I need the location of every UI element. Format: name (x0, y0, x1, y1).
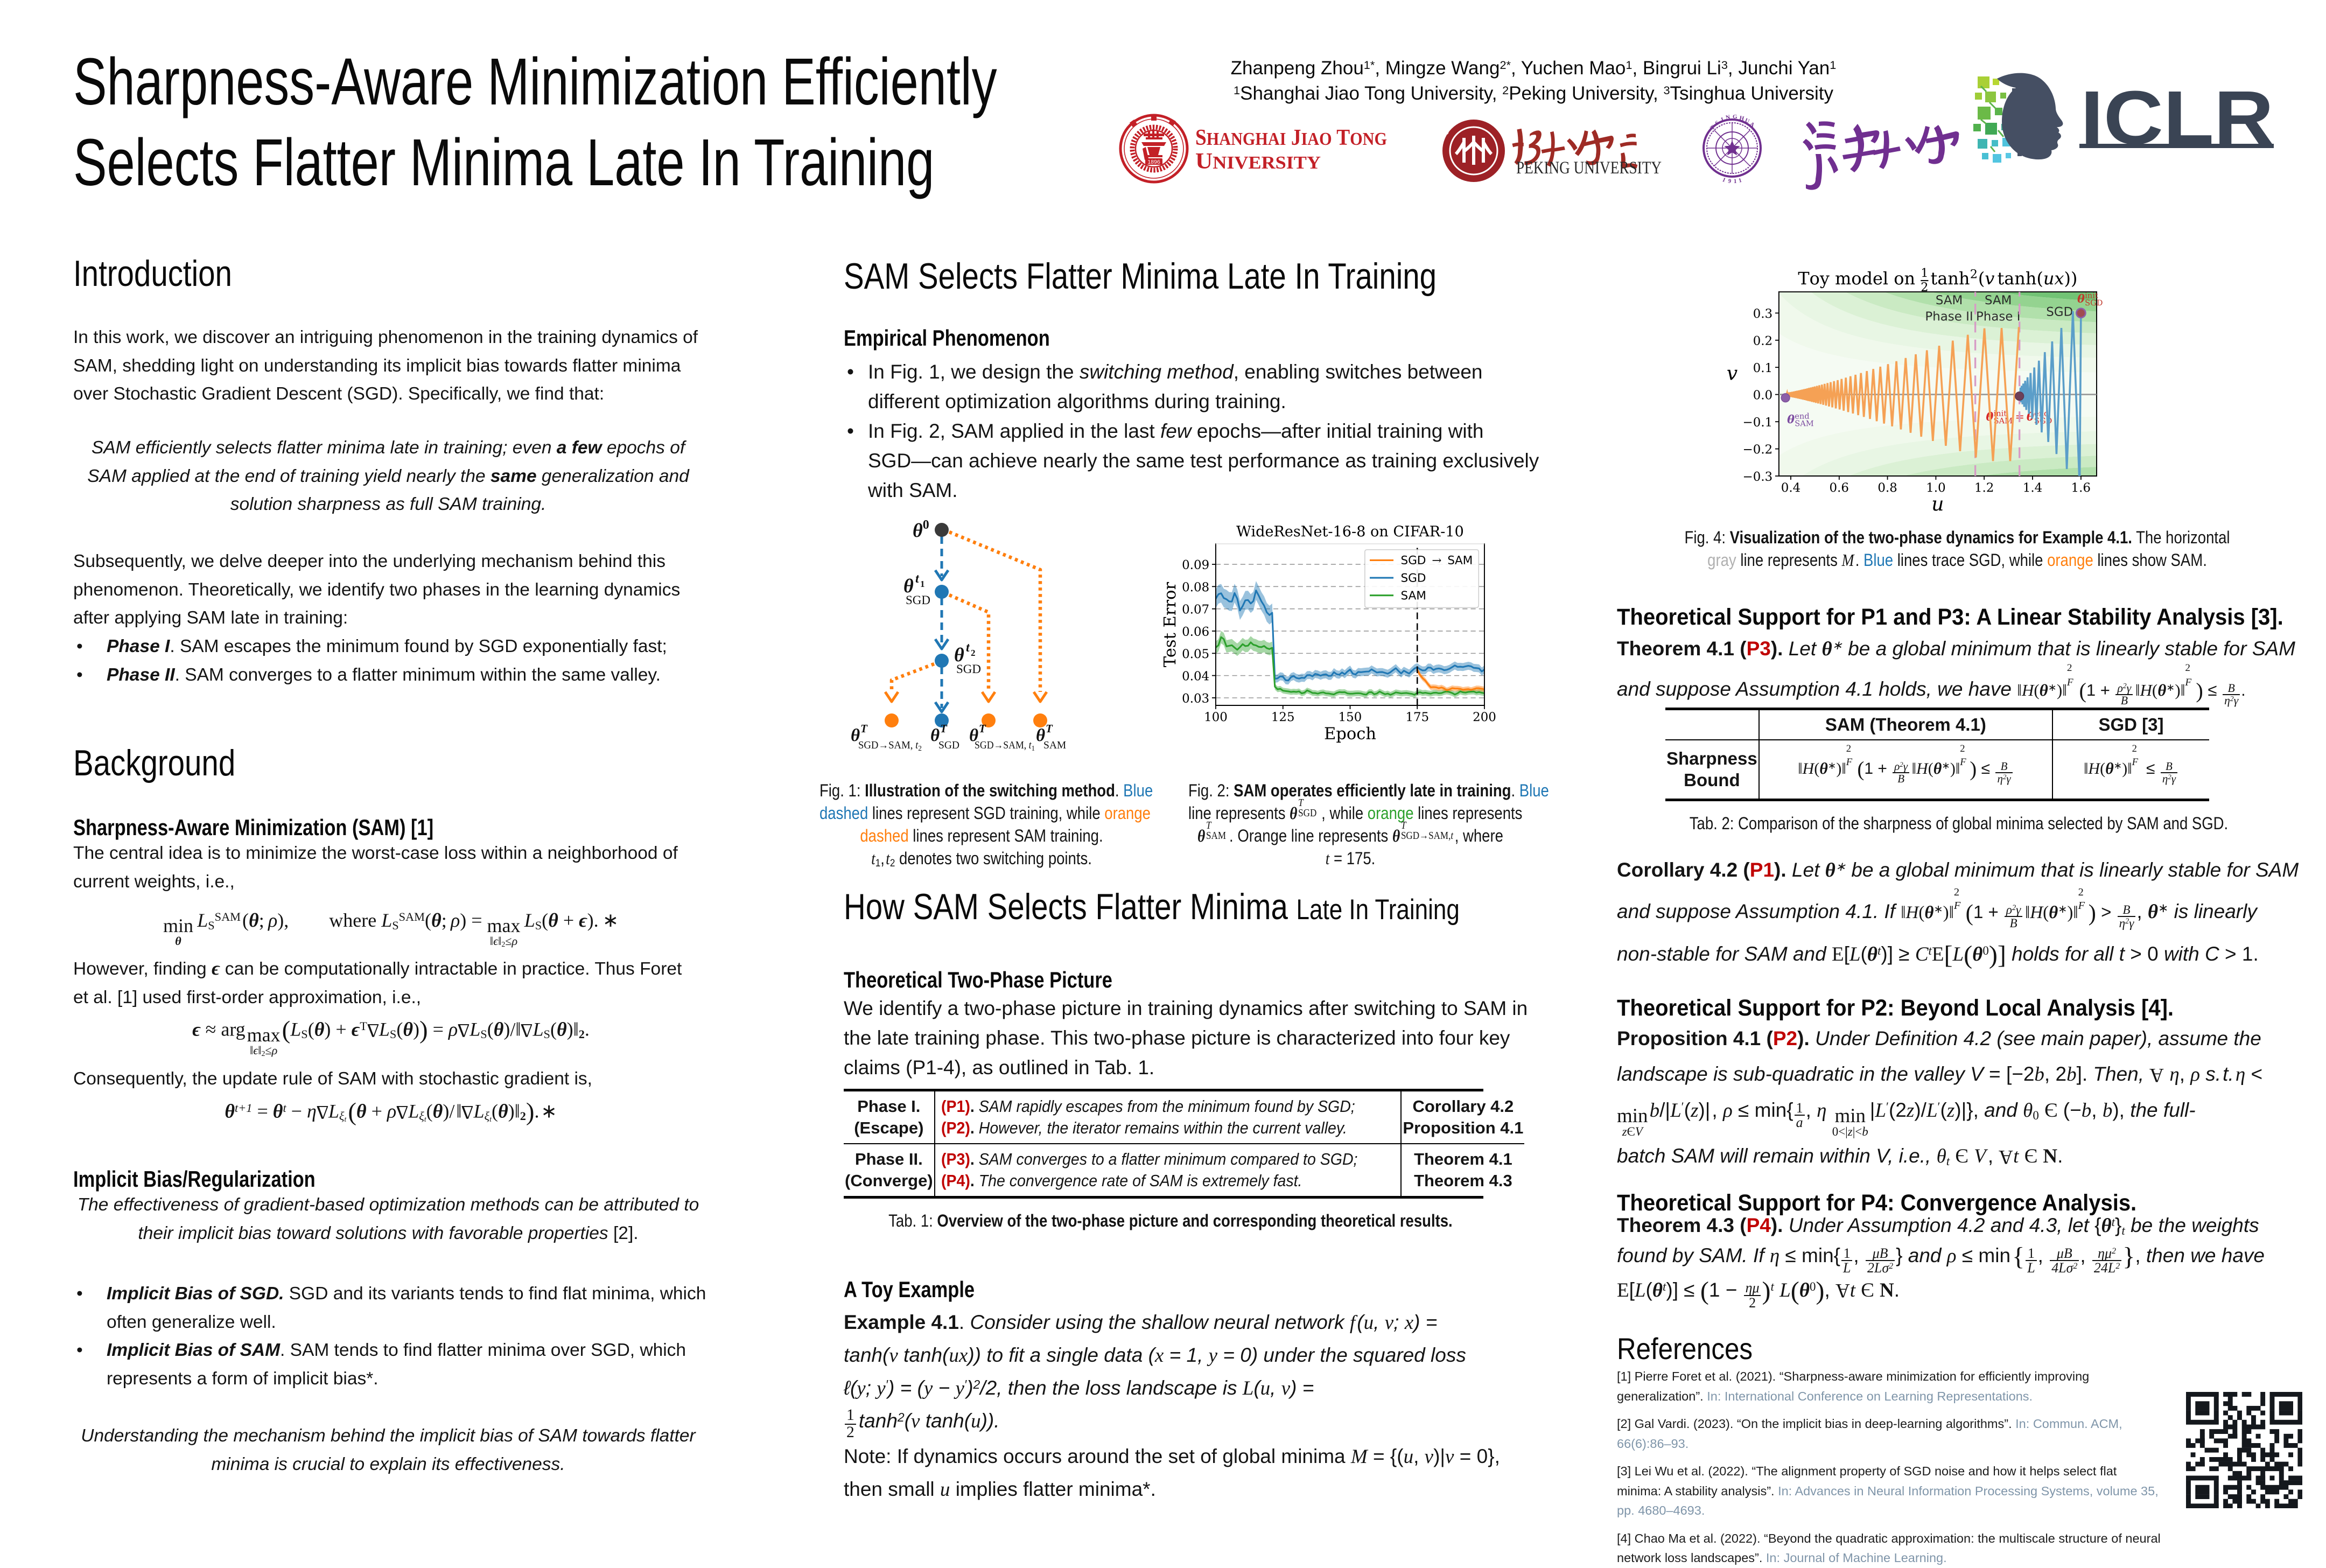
svg-text:PEKING UNIVERSITY: PEKING UNIVERSITY (1516, 158, 1662, 178)
svg-text:1: 1 (1453, 177, 1460, 185)
svg-text:T: T (940, 722, 948, 735)
svg-text:8: 8 (1461, 180, 1467, 188)
svg-text:1: 1 (1721, 177, 1727, 184)
svg-text:t: t (915, 572, 920, 586)
svg-text:A: A (1748, 121, 1755, 128)
svg-text:S: S (1714, 120, 1720, 127)
svg-text:1: 1 (920, 579, 925, 589)
svg-text:SGD→SAM, t2: SGD→SAM, t2 (858, 740, 922, 753)
svg-text:N: N (1473, 111, 1478, 118)
svg-text:H: H (1739, 115, 1745, 122)
svg-text:1: 1 (1734, 178, 1737, 185)
svg-text:G: G (1480, 111, 1487, 120)
svg-text:SGD: SGD (956, 662, 981, 676)
svg-text:9: 9 (1471, 181, 1475, 189)
svg-text:θ: θ (954, 644, 964, 666)
svg-text:T: T (979, 722, 986, 735)
svg-text:θ: θ (969, 726, 978, 745)
svg-text:U: U (1744, 117, 1750, 125)
svg-text:2: 2 (971, 648, 976, 658)
svg-text:I: I (1720, 116, 1725, 123)
svg-text:SAM: SAM (1043, 740, 1066, 751)
svg-text:N: N (1725, 114, 1731, 121)
svg-text:θ0: θ0 (913, 518, 929, 541)
svg-text:8: 8 (1479, 180, 1484, 188)
svg-text:θ: θ (1036, 726, 1045, 745)
svg-text:SGD→SAM, t1: SGD→SAM, t1 (975, 740, 1035, 753)
svg-text:I: I (1466, 111, 1470, 120)
svg-text:T: T (1046, 722, 1053, 735)
svg-text:UNIVERSITY: UNIVERSITY (1195, 149, 1321, 174)
svg-text:G: G (1733, 114, 1738, 120)
svg-text:θ: θ (903, 575, 914, 597)
svg-text:9: 9 (1727, 178, 1732, 185)
svg-text:T: T (860, 722, 868, 735)
svg-text:SHANGHAI JIAO TONG: SHANGHAI JIAO TONG (1195, 125, 1387, 150)
svg-text:1: 1 (1738, 177, 1742, 184)
svg-text:1896: 1896 (1147, 159, 1160, 165)
svg-text:θ: θ (930, 726, 940, 745)
svg-text:t: t (966, 641, 970, 655)
svg-text:SGD: SGD (938, 740, 959, 751)
svg-text:SGD: SGD (906, 593, 930, 607)
svg-text:θ: θ (851, 726, 860, 745)
